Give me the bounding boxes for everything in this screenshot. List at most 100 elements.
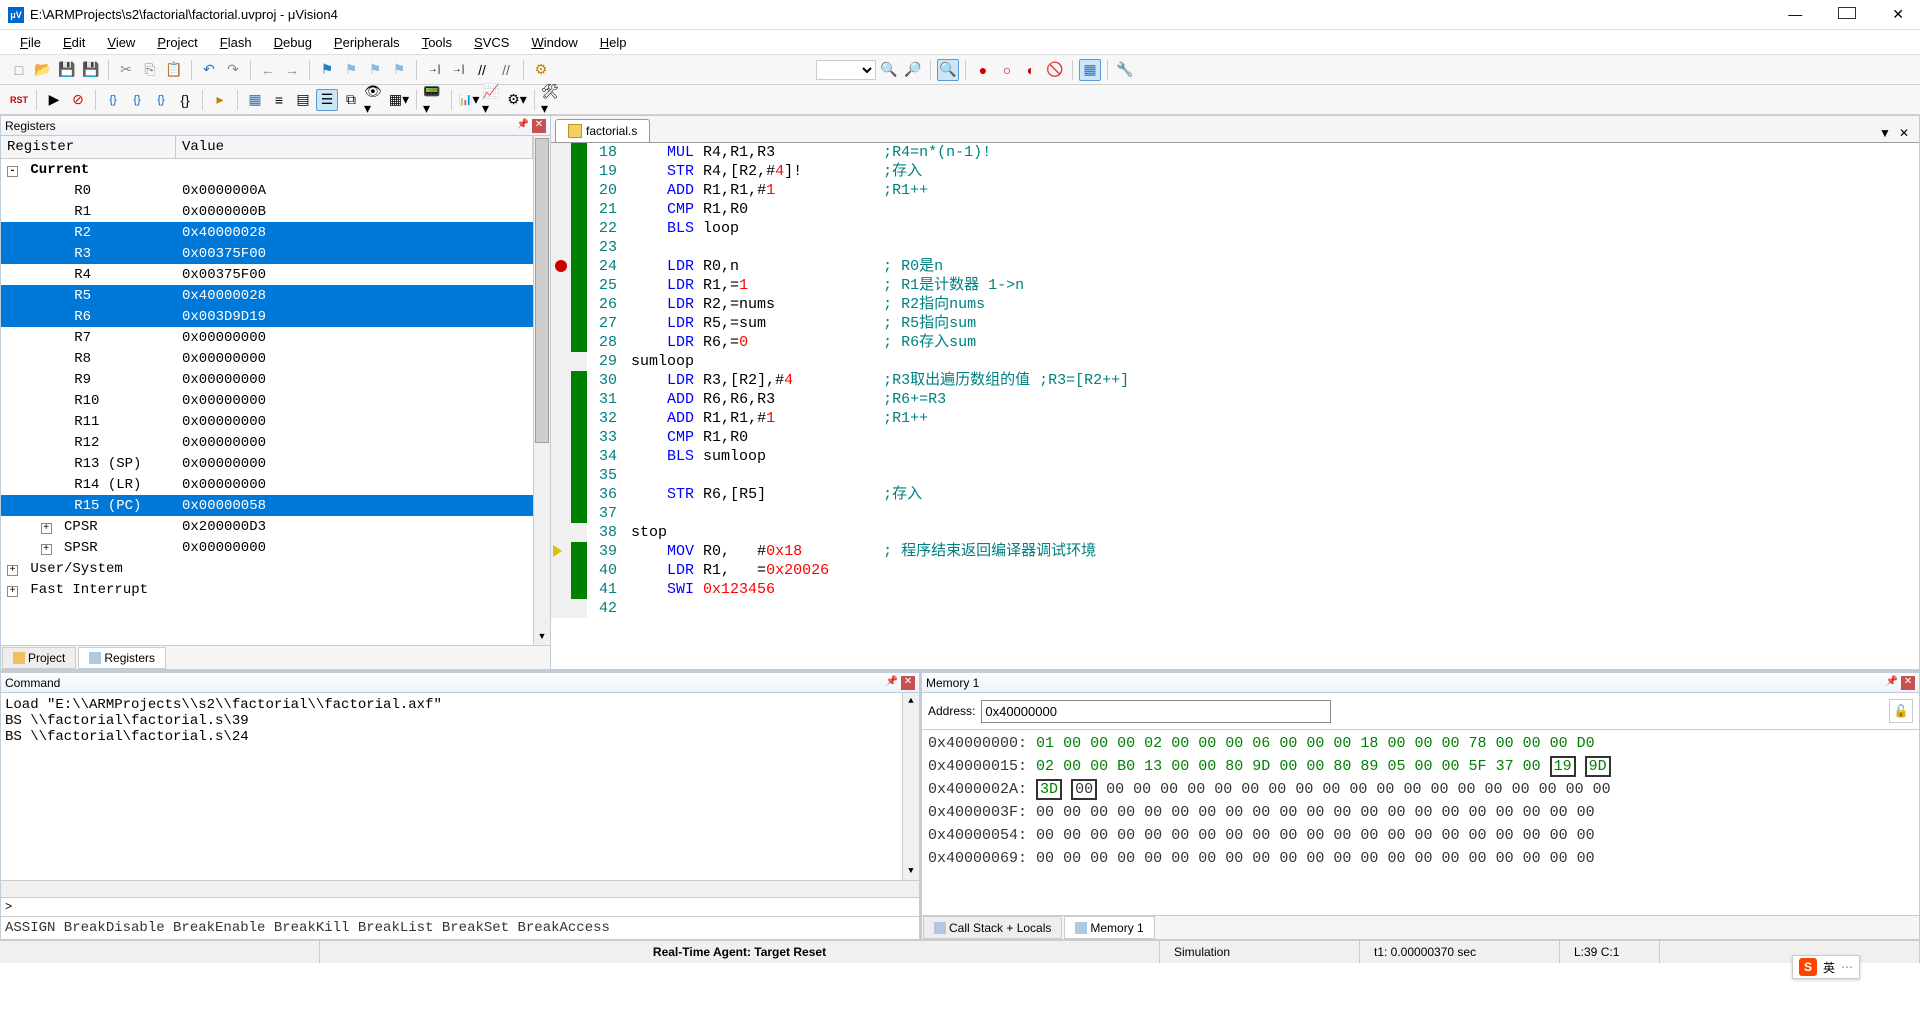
- code-line[interactable]: 39 MOV R0, #0x18 ; 程序结束返回编译器调试环境: [551, 542, 1919, 561]
- register-row[interactable]: R00x0000000A: [1, 180, 533, 201]
- menu-file[interactable]: File: [10, 32, 51, 53]
- memory-row[interactable]: 0x40000054: 00 00 00 00 00 00 00 00 00 0…: [928, 824, 1913, 847]
- code-line[interactable]: 26 LDR R2,=nums ; R2指向nums: [551, 295, 1919, 314]
- code-line[interactable]: 22 BLS loop: [551, 219, 1919, 238]
- window-layout-icon[interactable]: [1079, 59, 1101, 81]
- copy-icon[interactable]: [139, 59, 161, 81]
- code-line[interactable]: 24 LDR R0,n ; R0是n: [551, 257, 1919, 276]
- command-input[interactable]: >: [1, 897, 919, 916]
- find-combo[interactable]: [816, 60, 876, 80]
- ime-more-icon[interactable]: ⋯: [1841, 960, 1853, 974]
- code-line[interactable]: 25 LDR R1,=1 ; R1是计数器 1->n: [551, 276, 1919, 295]
- code-line[interactable]: 36 STR R6,[R5] ;存入: [551, 485, 1919, 504]
- register-row[interactable]: R20x40000028: [1, 222, 533, 243]
- pin-icon[interactable]: 📌: [885, 676, 899, 690]
- close-button[interactable]: ✕: [1884, 4, 1912, 25]
- save-icon[interactable]: [56, 59, 78, 81]
- show-next-icon[interactable]: [209, 89, 231, 111]
- breakpoint-insert-icon[interactable]: [972, 59, 994, 81]
- run-to-line-icon[interactable]: {}: [174, 89, 196, 111]
- code-line[interactable]: 30 LDR R3,[R2],#4 ;R3取出遍历数组的值 ;R3=[R2++]: [551, 371, 1919, 390]
- register-row[interactable]: R30x00375F00: [1, 243, 533, 264]
- watch-window-icon[interactable]: 👁▾: [364, 89, 386, 111]
- uncomment-icon[interactable]: //: [495, 59, 517, 81]
- breakpoint-kill-icon[interactable]: 🚫: [1044, 59, 1066, 81]
- nav-fwd-icon[interactable]: [281, 59, 303, 81]
- registers-window-icon[interactable]: ☰: [316, 89, 338, 111]
- callstack-window-icon[interactable]: ⧉: [340, 89, 362, 111]
- memory-dump[interactable]: 0x40000000: 01 00 00 00 02 00 00 00 06 0…: [922, 730, 1919, 915]
- register-row[interactable]: R100x00000000: [1, 390, 533, 411]
- analysis-window-icon[interactable]: ▾: [458, 89, 480, 111]
- menu-flash[interactable]: Flash: [210, 32, 262, 53]
- maximize-button[interactable]: [1830, 4, 1864, 25]
- register-row[interactable]: + SPSR0x00000000: [1, 537, 533, 558]
- code-line[interactable]: 38stop: [551, 523, 1919, 542]
- command-window-icon[interactable]: [244, 89, 266, 111]
- find-icon[interactable]: [878, 59, 900, 81]
- open-icon[interactable]: [32, 59, 54, 81]
- trace-window-icon[interactable]: 📈▾: [482, 89, 504, 111]
- editor-close-icon[interactable]: ✕: [1897, 124, 1911, 142]
- code-line[interactable]: 18 MUL R4,R1,R3 ;R4=n*(n-1)!: [551, 143, 1919, 162]
- command-output[interactable]: Load "E:\\ARMProjects\\s2\\factorial\\fa…: [1, 693, 919, 880]
- run-button[interactable]: ▶: [43, 89, 65, 111]
- tab-call-stack-locals[interactable]: Call Stack + Locals: [923, 916, 1062, 939]
- breakpoint-enable-icon[interactable]: [996, 59, 1018, 81]
- code-line[interactable]: 41 SWI 0x123456: [551, 580, 1919, 599]
- close-panel-icon[interactable]: ✕: [532, 119, 546, 133]
- tab-registers[interactable]: Registers: [78, 647, 166, 669]
- outdent-icon[interactable]: [447, 59, 469, 81]
- tab-project[interactable]: Project: [2, 647, 76, 669]
- code-line[interactable]: 35: [551, 466, 1919, 485]
- system-viewer-icon[interactable]: ⚙▾: [506, 89, 528, 111]
- register-row[interactable]: R13 (SP)0x00000000: [1, 453, 533, 474]
- register-row[interactable]: + User/System: [1, 558, 533, 579]
- minimize-button[interactable]: —: [1780, 4, 1810, 25]
- menu-svcs[interactable]: SVCS: [464, 32, 519, 53]
- menu-view[interactable]: View: [97, 32, 145, 53]
- register-row[interactable]: R110x00000000: [1, 411, 533, 432]
- code-line[interactable]: 34 BLS sumloop: [551, 447, 1919, 466]
- bookmark-next-icon[interactable]: [364, 59, 386, 81]
- register-row[interactable]: R60x003D9D19: [1, 306, 533, 327]
- menu-peripherals[interactable]: Peripherals: [324, 32, 410, 53]
- register-row[interactable]: - Current: [1, 159, 533, 180]
- reset-button[interactable]: RST: [8, 89, 30, 111]
- registers-scrollbar[interactable]: ▲ ▼: [533, 136, 550, 645]
- bookmark-icon[interactable]: [316, 59, 338, 81]
- memory-row[interactable]: 0x40000069: 00 00 00 00 00 00 00 00 00 0…: [928, 847, 1913, 870]
- menu-project[interactable]: Project: [147, 32, 207, 53]
- register-row[interactable]: R120x00000000: [1, 432, 533, 453]
- save-all-icon[interactable]: [80, 59, 102, 81]
- ime-indicator[interactable]: S 英 ⋯: [1792, 955, 1860, 979]
- stop-button[interactable]: ⊘: [67, 89, 89, 111]
- register-row[interactable]: R50x40000028: [1, 285, 533, 306]
- code-line[interactable]: 23: [551, 238, 1919, 257]
- pin-icon[interactable]: 📌: [516, 119, 530, 133]
- menu-help[interactable]: Help: [590, 32, 637, 53]
- close-panel-icon[interactable]: ✕: [901, 676, 915, 690]
- code-line[interactable]: 40 LDR R1, =0x20026: [551, 561, 1919, 580]
- memory-row[interactable]: 0x40000015: 02 00 00 B0 13 00 00 80 9D 0…: [928, 755, 1913, 778]
- menu-tools[interactable]: Tools: [412, 32, 462, 53]
- code-line[interactable]: 42: [551, 599, 1919, 618]
- command-scrollbar[interactable]: ▲▼: [902, 693, 919, 880]
- code-line[interactable]: 37: [551, 504, 1919, 523]
- code-editor[interactable]: 18 MUL R4,R1,R3 ;R4=n*(n-1)!19 STR R4,[R…: [551, 143, 1919, 669]
- symbols-window-icon[interactable]: ▤: [292, 89, 314, 111]
- memory-row[interactable]: 0x40000000: 01 00 00 00 02 00 00 00 06 0…: [928, 732, 1913, 755]
- code-line[interactable]: 28 LDR R6,=0 ; R6存入sum: [551, 333, 1919, 352]
- step-out-icon[interactable]: [150, 89, 172, 111]
- editor-tab[interactable]: factorial.s: [555, 119, 650, 142]
- toolbox-icon[interactable]: 🛠▾: [541, 89, 563, 111]
- disasm-window-icon[interactable]: ≡: [268, 89, 290, 111]
- close-panel-icon[interactable]: ✕: [1901, 676, 1915, 690]
- register-row[interactable]: R15 (PC)0x00000058: [1, 495, 533, 516]
- pin-icon[interactable]: 📌: [1885, 676, 1899, 690]
- code-line[interactable]: 20 ADD R1,R1,#1 ;R1++: [551, 181, 1919, 200]
- nav-back-icon[interactable]: [257, 59, 279, 81]
- tab-memory-1[interactable]: Memory 1: [1064, 916, 1154, 939]
- undo-icon[interactable]: [198, 59, 220, 81]
- bookmark-clear-icon[interactable]: [388, 59, 410, 81]
